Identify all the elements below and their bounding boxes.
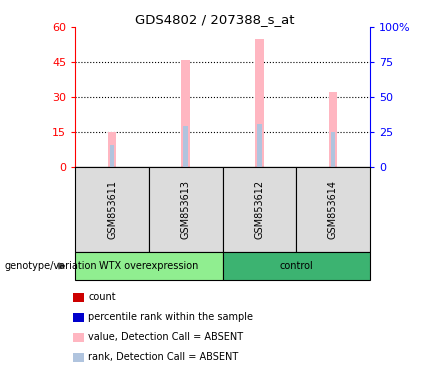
Bar <box>257 124 261 167</box>
Text: control: control <box>280 261 313 271</box>
Bar <box>184 126 188 167</box>
Bar <box>329 92 338 167</box>
Text: rank, Detection Call = ABSENT: rank, Detection Call = ABSENT <box>88 352 238 362</box>
Bar <box>108 132 117 167</box>
Text: GDS4802 / 207388_s_at: GDS4802 / 207388_s_at <box>135 13 295 26</box>
Text: GSM853611: GSM853611 <box>107 180 117 239</box>
Text: genotype/variation: genotype/variation <box>4 261 97 271</box>
Bar <box>110 145 114 167</box>
Text: count: count <box>88 292 116 303</box>
Bar <box>255 38 264 167</box>
Text: WTX overexpression: WTX overexpression <box>99 261 199 271</box>
Text: percentile rank within the sample: percentile rank within the sample <box>88 312 253 323</box>
Bar <box>181 60 190 167</box>
Text: value, Detection Call = ABSENT: value, Detection Call = ABSENT <box>88 332 243 343</box>
Text: GSM853613: GSM853613 <box>181 180 191 239</box>
Bar <box>331 132 335 167</box>
Text: GSM853612: GSM853612 <box>254 180 264 239</box>
Text: GSM853614: GSM853614 <box>328 180 338 239</box>
